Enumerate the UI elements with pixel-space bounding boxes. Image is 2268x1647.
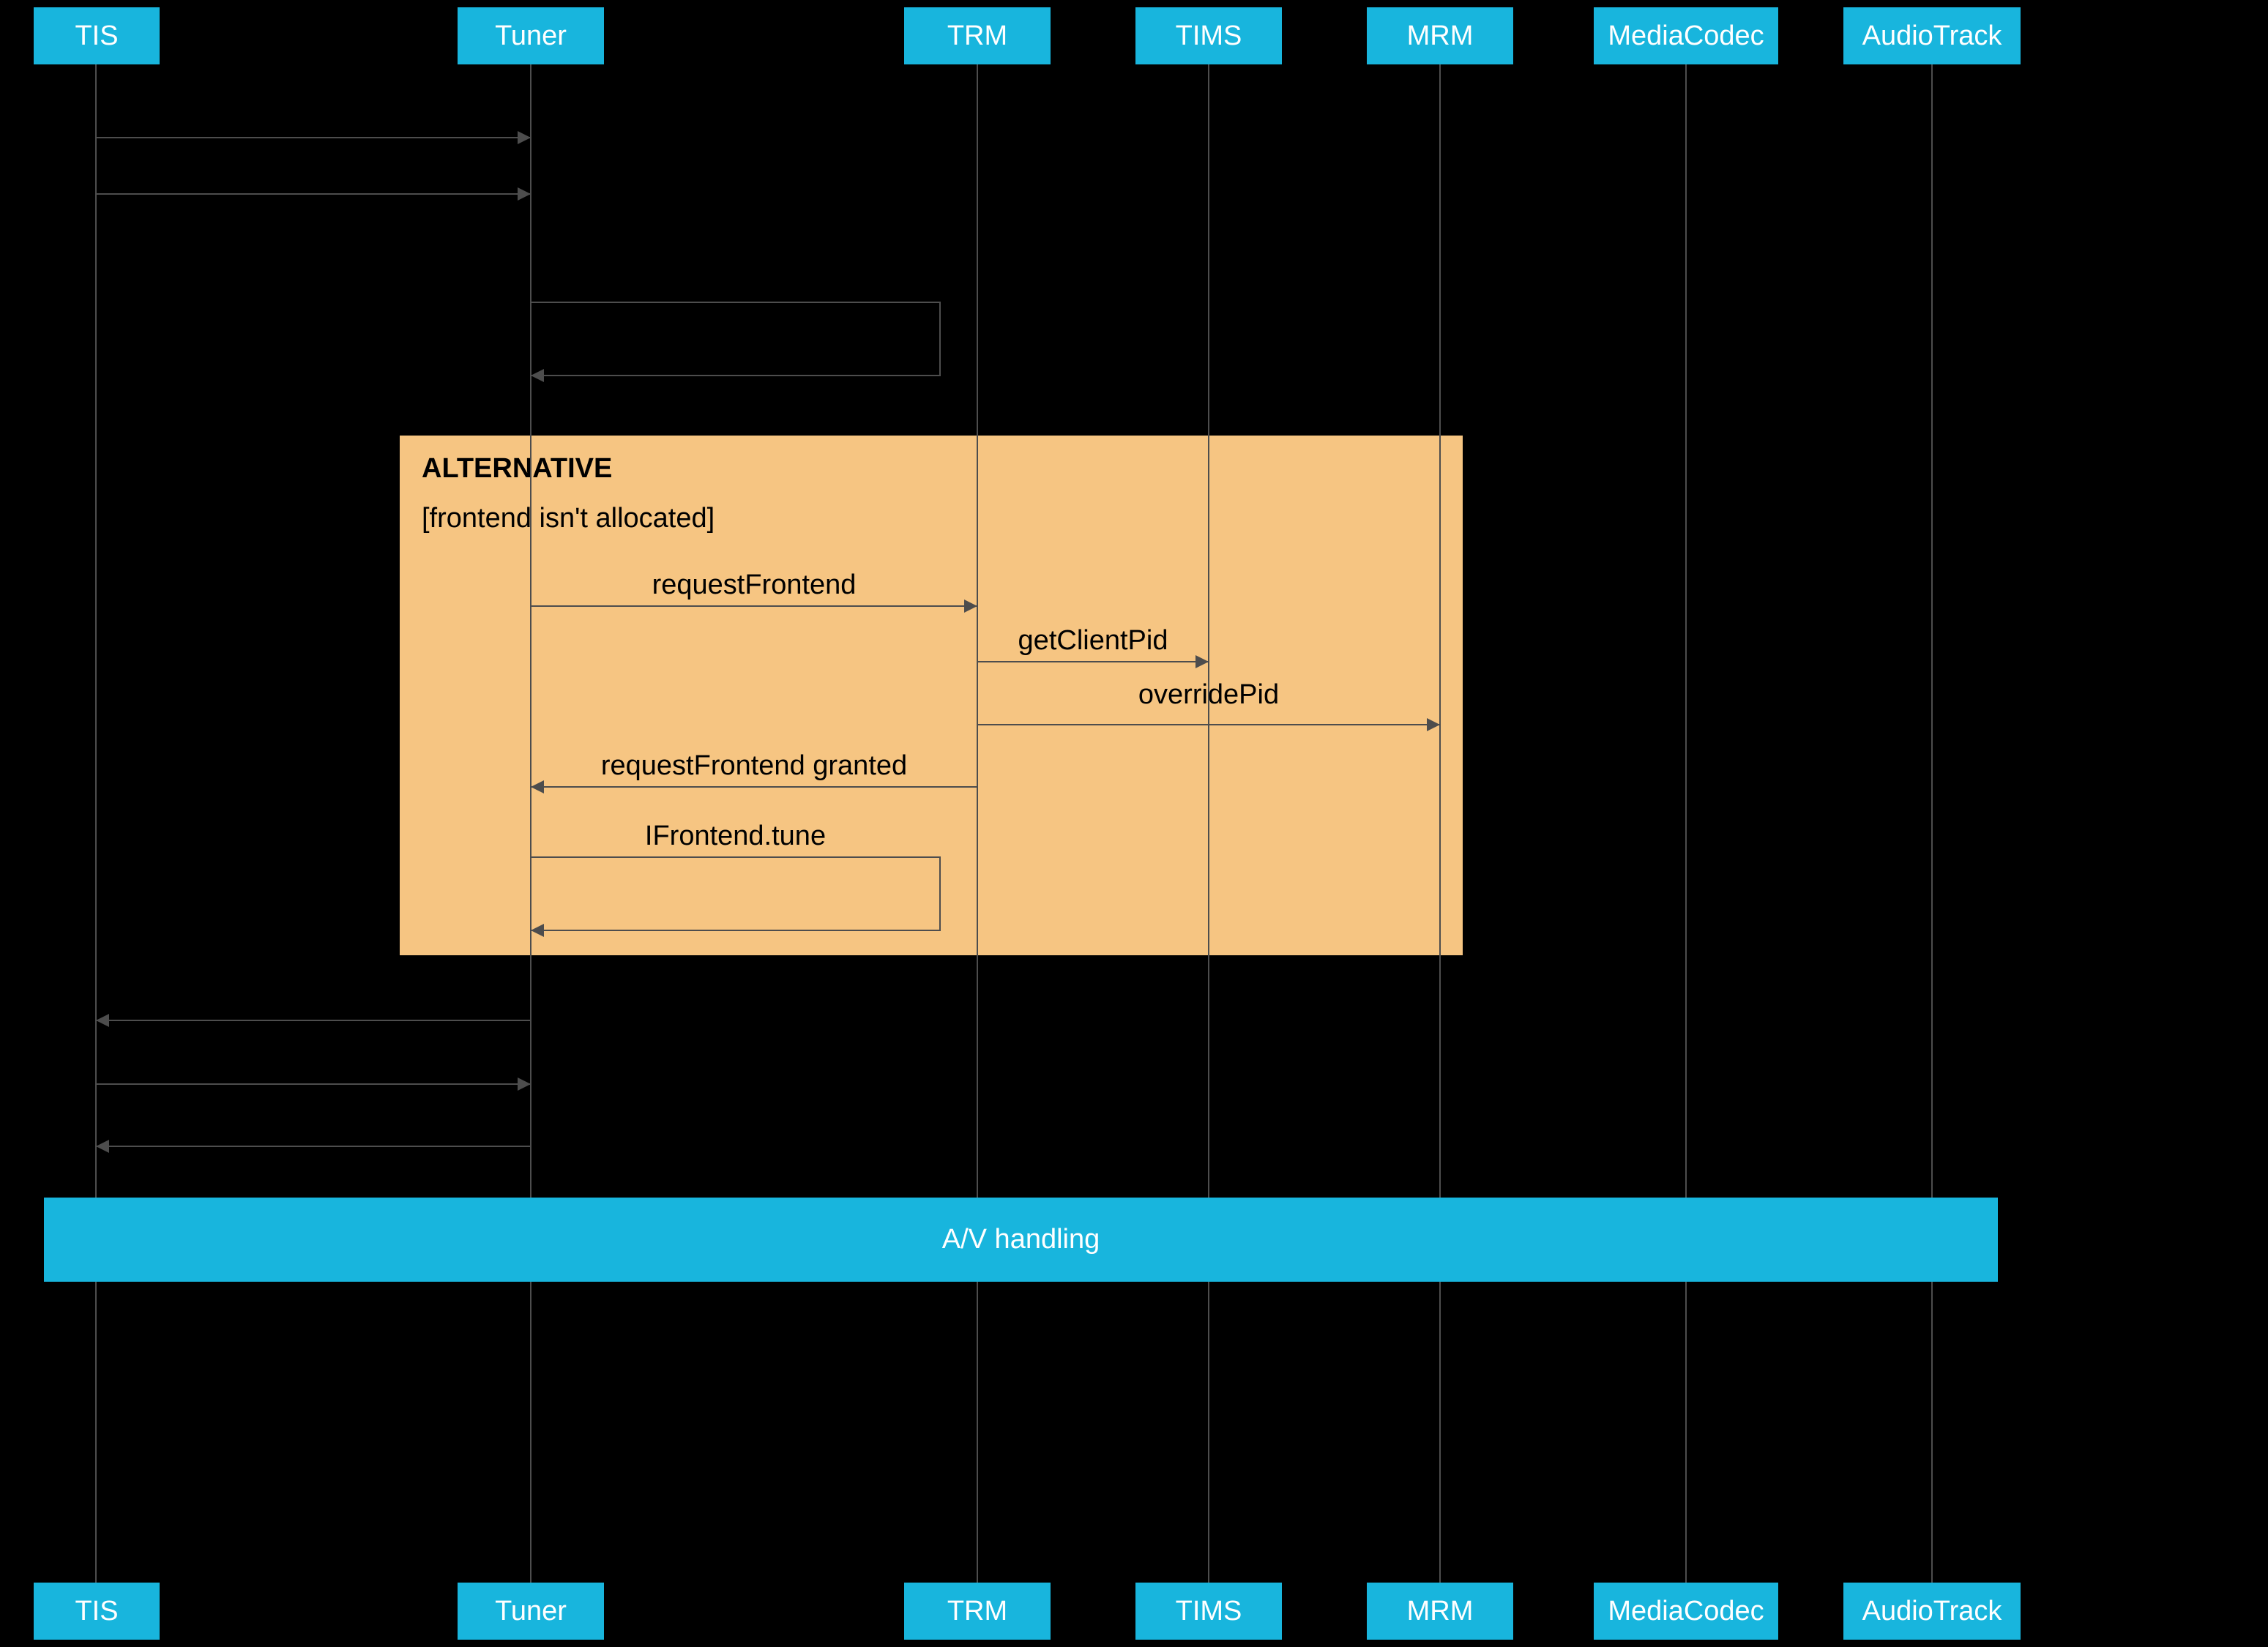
lifeline-tuner-over-alt [530, 436, 531, 955]
msg-m3-bottom [531, 375, 940, 376]
msg-m6-line [977, 724, 1440, 725]
sequence-diagram-canvas: ALTERNATIVE [frontend isn't allocated] req… [0, 0, 2268, 1647]
actor-bottom-tuner: Tuner [458, 1583, 604, 1640]
msg-m8-label: IFrontend.tune [531, 821, 940, 852]
actor-top-tims: TIMS [1135, 7, 1282, 64]
msg-m6-arrowhead [1427, 718, 1440, 731]
msg-m3-top [531, 302, 940, 303]
msg-m8-right [939, 856, 941, 931]
msg-m5-arrowhead [1195, 655, 1209, 668]
msg-m9-arrowhead [96, 1014, 109, 1027]
msg-m8-bottom [531, 930, 940, 931]
av-handling-divider: A/V handling [44, 1198, 1998, 1282]
msg-m7-line [531, 786, 977, 788]
lifeline-mediacodec [1685, 64, 1687, 1583]
actor-bottom-tis: TIS [34, 1583, 160, 1640]
actor-bottom-mediacodec: MediaCodec [1594, 1583, 1778, 1640]
msg-m7-label: requestFrontend granted [531, 750, 977, 782]
msg-m7-arrowhead [531, 780, 544, 793]
msg-m4-label: requestFrontend [531, 569, 977, 601]
msg-m9-line [96, 1020, 531, 1021]
msg-m8-arrowhead [531, 924, 544, 937]
msg-m8-top [531, 856, 940, 858]
msg-m3-arrowhead [531, 369, 544, 382]
msg-m10-arrowhead [518, 1078, 531, 1091]
actor-bottom-mrm: MRM [1367, 1583, 1513, 1640]
msg-m11-arrowhead [96, 1140, 109, 1153]
msg-m5-line [977, 661, 1209, 662]
actor-bottom-tims: TIMS [1135, 1583, 1282, 1640]
actor-top-trm: TRM [904, 7, 1051, 64]
lifeline-tis [95, 64, 97, 1583]
msg-m4-line [531, 605, 977, 607]
msg-m3-right [939, 302, 941, 376]
alternative-title: ALTERNATIVE [422, 453, 612, 485]
msg-m1-arrowhead [518, 131, 531, 144]
lifeline-audiotrack [1931, 64, 1933, 1583]
alternative-condition: [frontend isn't allocated] [422, 503, 715, 534]
msg-m1-line [96, 137, 531, 138]
actor-top-audiotrack: AudioTrack [1843, 7, 2021, 64]
msg-m11-line [96, 1146, 531, 1147]
actor-top-tuner: Tuner [458, 7, 604, 64]
msg-m2-line [96, 193, 531, 195]
actor-bottom-trm: TRM [904, 1583, 1051, 1640]
msg-m5-label: getClientPid [977, 625, 1209, 657]
msg-m10-line [96, 1083, 531, 1085]
actor-bottom-audiotrack: AudioTrack [1843, 1583, 2021, 1640]
actor-top-mrm: MRM [1367, 7, 1513, 64]
actor-top-mediacodec: MediaCodec [1594, 7, 1778, 64]
msg-m4-arrowhead [964, 600, 977, 613]
msg-m2-arrowhead [518, 187, 531, 201]
msg-m6-label: overridePid [977, 679, 1440, 711]
actor-top-tis: TIS [34, 7, 160, 64]
